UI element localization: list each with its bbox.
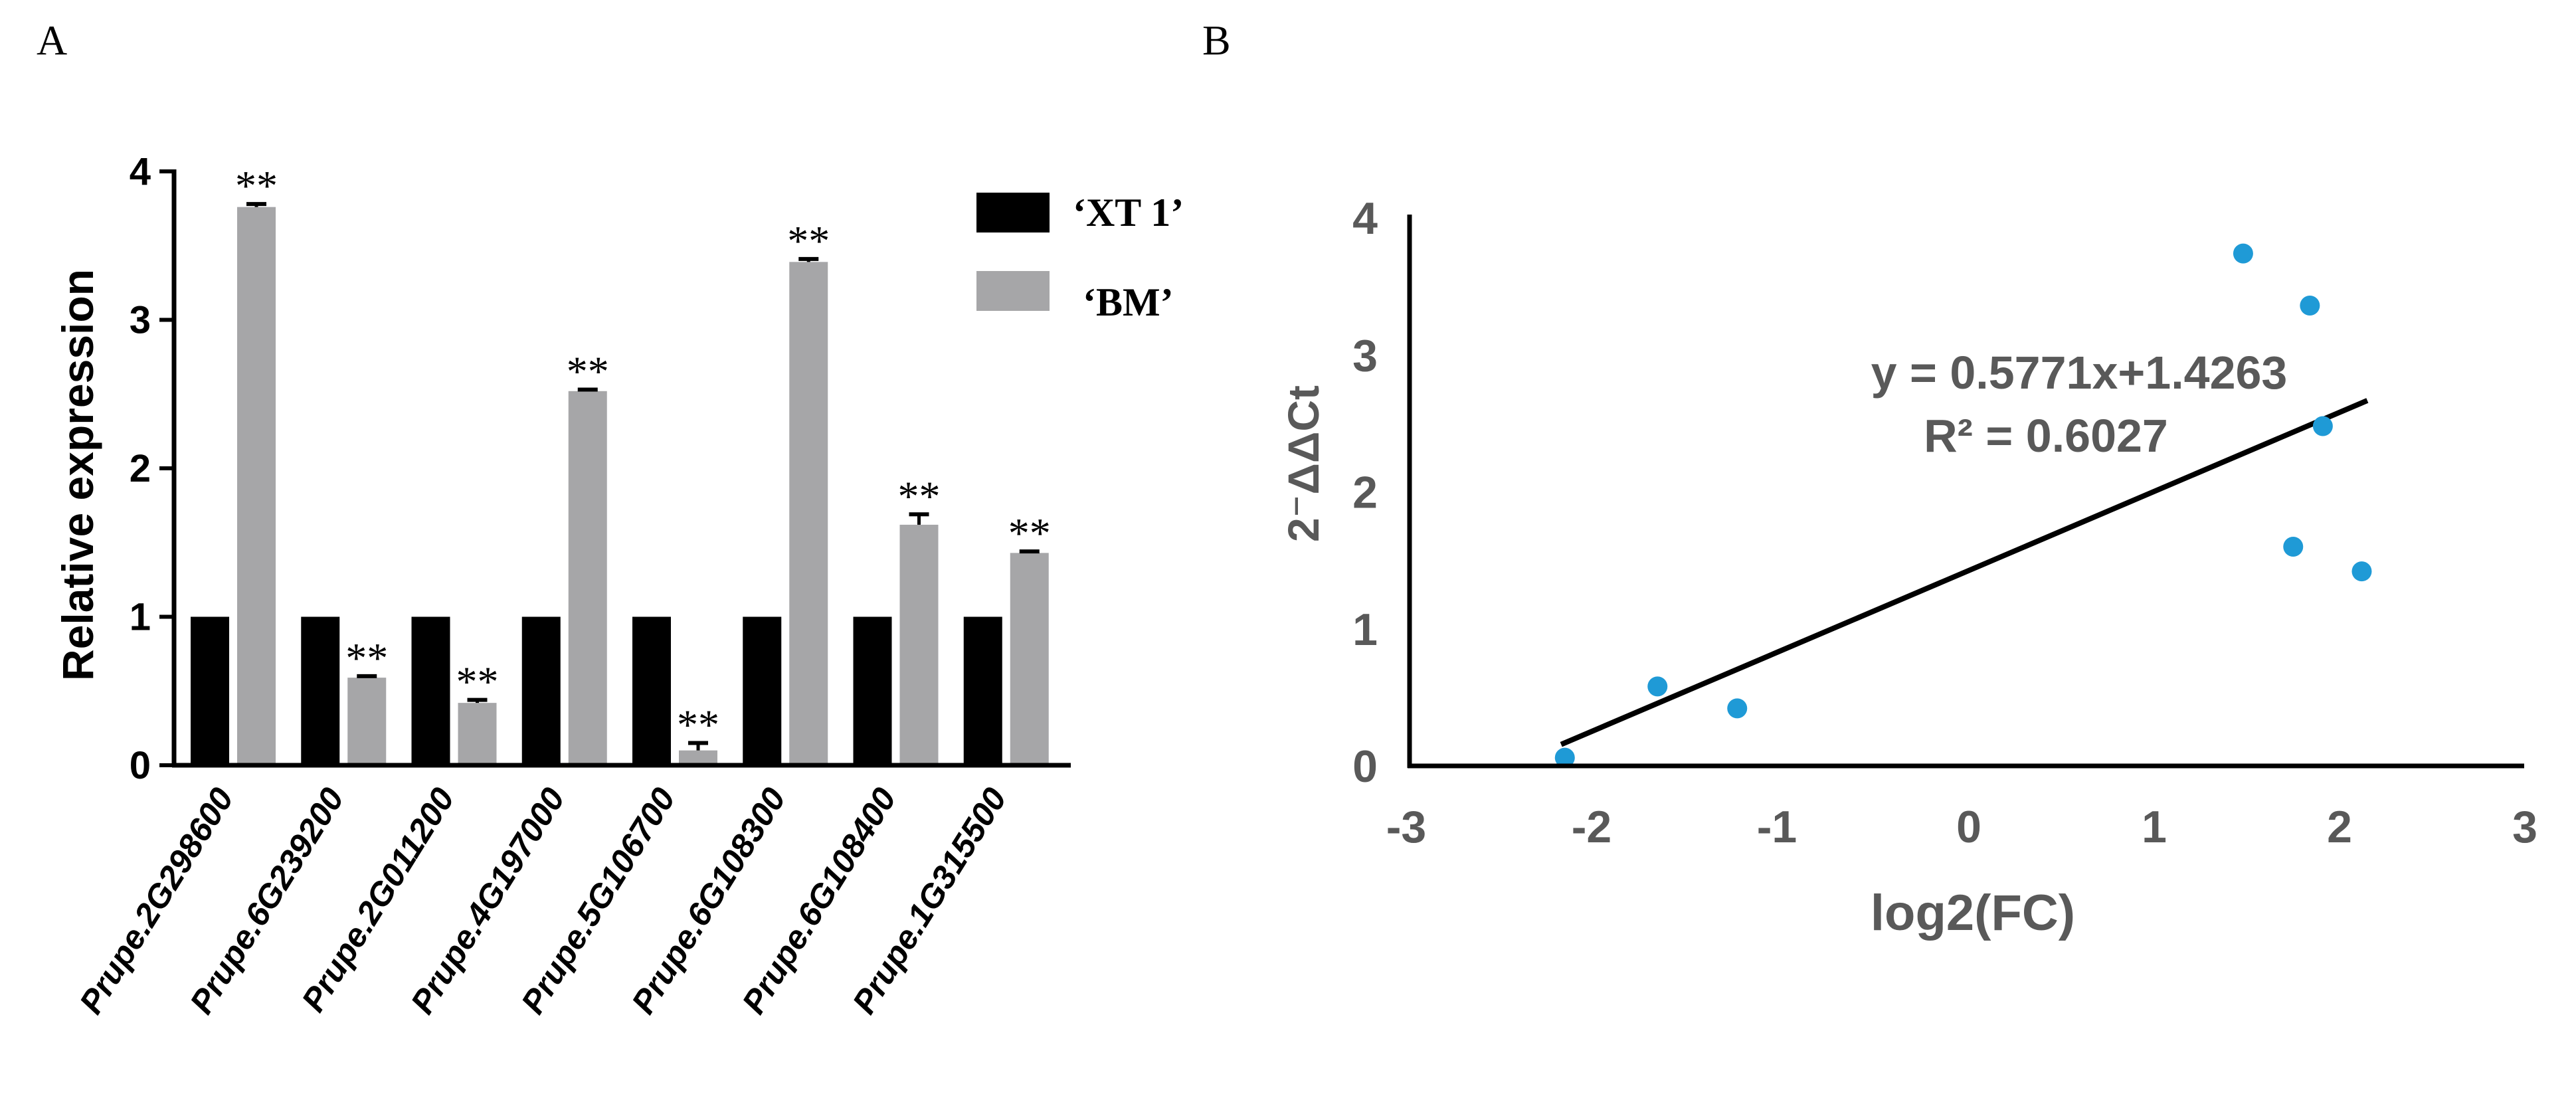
significance-marker: ** bbox=[235, 162, 278, 209]
panel-b-x-tick-label: -3 bbox=[1386, 802, 1426, 852]
bar-xt1 bbox=[191, 616, 229, 765]
panel-b-y-tick-label: 0 bbox=[1352, 741, 1378, 792]
panel-a-y-tick-label: 2 bbox=[130, 447, 151, 490]
scatter-point bbox=[2233, 243, 2253, 264]
scatter-point bbox=[1727, 698, 1748, 719]
panel-b-x-tick-label: -1 bbox=[1757, 802, 1797, 852]
scatter-point bbox=[2351, 561, 2372, 582]
significance-marker: ** bbox=[567, 348, 609, 395]
panel-a-legend: ‘XT 1’ ‘BM’ bbox=[976, 191, 1184, 324]
panel-b-equation: y = 0.5771x+1.4263 bbox=[1871, 347, 2288, 399]
panel-b-y-tick-label: 1 bbox=[1352, 604, 1378, 655]
panel-b-x-tick-label: 0 bbox=[1956, 802, 1981, 852]
significance-marker: ** bbox=[1008, 510, 1051, 557]
panel-b-label: B bbox=[1202, 17, 1231, 64]
bar-xt1 bbox=[963, 616, 1002, 765]
panel-b-trendline bbox=[1560, 398, 2369, 747]
panel-b-x-tick-label: 3 bbox=[2512, 802, 2537, 852]
scatter-point bbox=[2283, 537, 2304, 557]
significance-marker: ** bbox=[677, 701, 719, 748]
panel-b-x-tick-label: -2 bbox=[1572, 802, 1611, 852]
bar-xt1 bbox=[411, 616, 450, 765]
panel-a-y-axis-label: Relative expression bbox=[53, 269, 102, 681]
bar-xt1 bbox=[521, 616, 561, 765]
scatter-point bbox=[2312, 416, 2333, 436]
panel-a-y-tick-label: 3 bbox=[130, 299, 151, 342]
panel-b-chart: 0 1 2 3 4 -3 -2 -1 0 1 2 3 bbox=[1352, 193, 2537, 852]
panel-b-y-axis-label: 2⁻ΔΔCt bbox=[1279, 385, 1328, 542]
bar-bm bbox=[458, 703, 497, 765]
panel-a-label: A bbox=[37, 17, 67, 64]
significance-marker: ** bbox=[456, 658, 499, 705]
bar-xt1 bbox=[743, 616, 782, 765]
significance-marker: ** bbox=[898, 472, 941, 519]
panel-a-y-tick-label: 1 bbox=[130, 596, 151, 639]
bar-xt1 bbox=[632, 616, 671, 765]
panel-b-x-tick-label: 2 bbox=[2327, 802, 2352, 852]
bar-bm bbox=[789, 262, 828, 766]
bar-bm bbox=[237, 207, 276, 765]
scatter-point bbox=[1554, 747, 1575, 768]
panel-b-y-tick-label: 4 bbox=[1352, 193, 1378, 244]
significance-marker: ** bbox=[345, 634, 388, 682]
bar-bm bbox=[1010, 553, 1049, 765]
bar-xt1 bbox=[301, 616, 340, 765]
scatter-point bbox=[2300, 296, 2320, 316]
panel-b-x-axis-label: log2(FC) bbox=[1871, 885, 2075, 941]
significance-marker: ** bbox=[787, 217, 830, 264]
bar-bm bbox=[679, 750, 717, 765]
bar-bm bbox=[568, 391, 607, 765]
legend-label-xt1: ‘XT 1’ bbox=[1073, 191, 1184, 234]
panel-b-y-tick-label: 3 bbox=[1352, 330, 1378, 381]
panel-a-y-tick-label: 0 bbox=[130, 744, 151, 787]
panel-a-y-tick-label: 4 bbox=[130, 150, 151, 193]
panel-b-r-squared: R² = 0.6027 bbox=[1924, 410, 2168, 462]
panel-b-x-tick-label: 1 bbox=[2142, 802, 2167, 852]
legend-label-bm: ‘BM’ bbox=[1083, 280, 1174, 324]
bar-xt1 bbox=[853, 616, 892, 765]
legend-swatch-bm bbox=[976, 271, 1050, 311]
scatter-point bbox=[1647, 676, 1668, 697]
bar-bm bbox=[899, 524, 939, 765]
bar-bm bbox=[347, 678, 387, 765]
legend-swatch-xt1 bbox=[976, 193, 1050, 232]
panel-b-y-tick-label: 2 bbox=[1352, 468, 1378, 518]
panel-a-chart: **************** Prupe.2G298600Prupe.6G2… bbox=[72, 150, 1071, 1020]
